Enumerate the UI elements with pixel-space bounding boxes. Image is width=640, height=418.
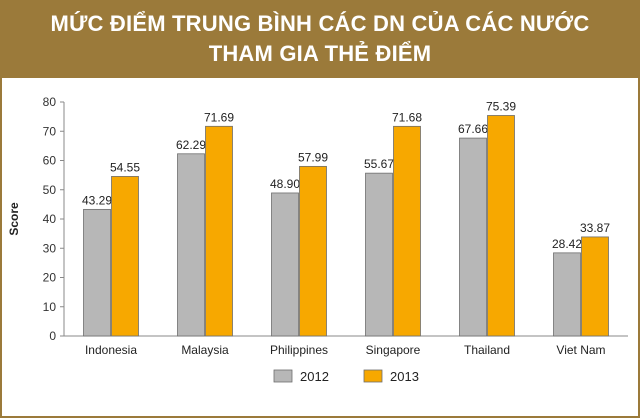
category-label: Viet Nam [556, 343, 605, 357]
legend-label: 2013 [390, 369, 419, 384]
chart-title-line-2: THAM GIA THẺ ĐIỂM [208, 41, 432, 66]
legend-swatch-2012 [273, 369, 293, 383]
category-label: Thailand [464, 343, 510, 357]
data-label: 55.67 [364, 157, 394, 171]
data-label: 67.66 [458, 122, 488, 136]
y-tick-label: 0 [49, 329, 56, 343]
legend-swatch-2013 [363, 369, 383, 383]
y-tick-label: 80 [43, 95, 57, 109]
category-label: Indonesia [85, 343, 137, 357]
data-label: 43.29 [82, 193, 112, 207]
bar-2013-thailand [487, 115, 515, 337]
category-label: Malaysia [181, 343, 229, 357]
bar-2012-singapore [365, 172, 393, 337]
bar-2013-philippines [299, 165, 327, 337]
y-axis-title: Score [7, 202, 21, 236]
data-label: 62.29 [176, 138, 206, 152]
bar-chart-svg: 0 10 20 30 40 50 60 70 80 Score 43.29 54.55 Indonesi… [7, 95, 628, 384]
legend-label: 2012 [300, 369, 329, 384]
data-label: 28.42 [552, 237, 582, 251]
y-tick-label: 40 [43, 212, 57, 226]
bar-2013-viet-nam [581, 236, 609, 337]
y-tick-label: 10 [43, 300, 57, 314]
title-banner: MỨC ĐIỂM TRUNG BÌNH CÁC DN CỦA CÁC NƯỚC … [0, 0, 640, 78]
bar-2013-malaysia [205, 125, 233, 337]
chart-area: 0 10 20 30 40 50 60 70 80 Score 43.29 54.55 Indonesi… [0, 78, 640, 418]
data-label: 71.68 [392, 110, 422, 124]
y-tick-label: 70 [43, 124, 57, 138]
data-label: 71.69 [204, 110, 234, 124]
y-tick-label: 20 [43, 271, 57, 285]
y-tick-label: 60 [43, 154, 57, 168]
category-label: Philippines [270, 343, 328, 357]
data-label: 54.55 [110, 160, 140, 174]
data-label: 57.99 [298, 150, 328, 164]
chart-title-line-1: MỨC ĐIỂM TRUNG BÌNH CÁC DN CỦA CÁC NƯỚC [50, 11, 590, 36]
y-tick-label: 50 [43, 183, 57, 197]
y-tick-label: 30 [43, 241, 57, 255]
data-label: 48.90 [270, 177, 300, 191]
bar-2013-indonesia [111, 176, 139, 337]
bar-2012-indonesia [83, 208, 111, 337]
bar-2013-singapore [393, 125, 421, 337]
bar-2012-viet-nam [553, 252, 581, 337]
bar-2012-philippines [271, 192, 299, 337]
bar-2012-thailand [459, 137, 487, 337]
data-label: 33.87 [580, 221, 610, 235]
category-label: Singapore [366, 343, 421, 357]
bar-2012-malaysia [177, 153, 205, 337]
data-label: 75.39 [486, 99, 516, 113]
